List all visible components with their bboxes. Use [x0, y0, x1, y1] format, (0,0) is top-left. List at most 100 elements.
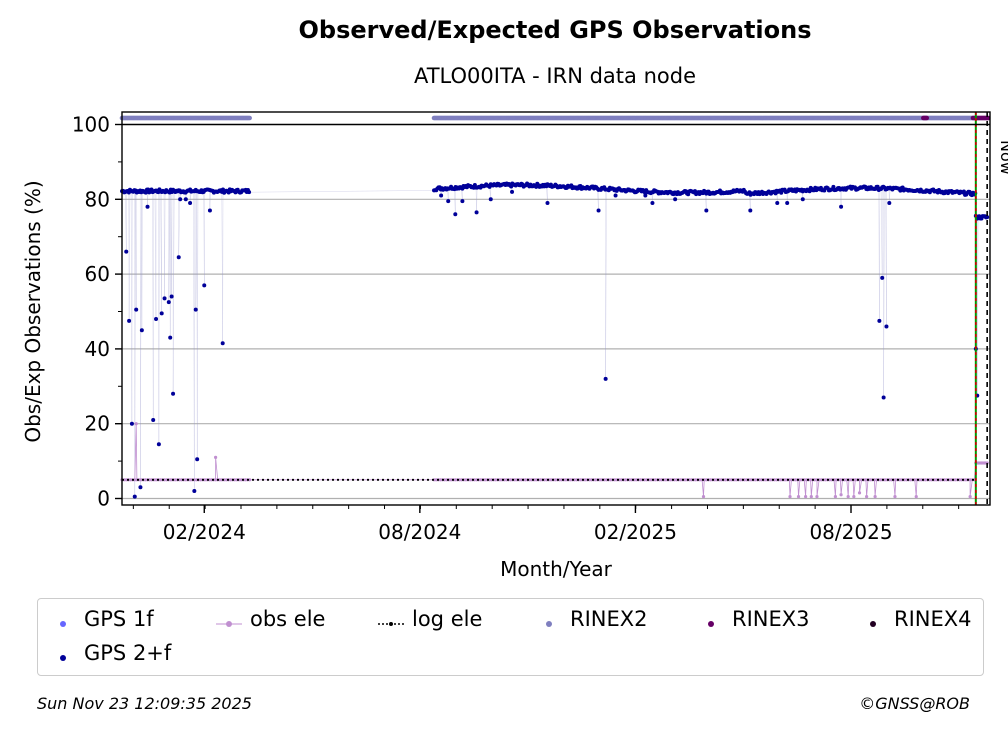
gps2f-point: [545, 201, 550, 206]
gps2f-point: [124, 249, 129, 254]
y-axis-label: Obs/Exp Observations (%): [21, 180, 45, 442]
gps2f-point: [453, 212, 458, 217]
gps2f-point: [785, 201, 790, 206]
y-tick-label: 0: [97, 487, 110, 511]
legend-log-ele: log ele: [378, 607, 482, 631]
obs-ele-point: [134, 422, 138, 426]
legend-rinex3: RINEX3: [698, 607, 810, 631]
gps2f-connector: [121, 182, 988, 497]
gps2f-point: [202, 283, 207, 288]
obs-ele-point: [852, 495, 856, 499]
gps2f-point: [839, 204, 844, 209]
obs-ele-point: [214, 455, 218, 459]
gps2f-point: [650, 201, 655, 206]
obs-ele-point: [809, 495, 813, 499]
gps2f-point: [961, 189, 966, 194]
gps2f-point: [460, 199, 465, 204]
gps2f-point: [132, 494, 137, 499]
obs-ele-line: [122, 423, 988, 497]
y-tick-label: 80: [85, 187, 110, 211]
gps2f-point: [168, 335, 173, 340]
x-tick-label: 02/2025: [594, 520, 677, 544]
obs-ele-point: [865, 495, 869, 499]
footer-credit: ©GNSS@ROB: [859, 694, 970, 713]
gps2f-point: [439, 193, 444, 198]
gps2f-point: [151, 417, 156, 422]
obs-ele-point: [804, 495, 808, 499]
legend: GPS 1f obs ele log ele RINEX2 RINEX3 RIN…: [37, 598, 984, 676]
obs-ele-point: [788, 495, 792, 499]
obs-ele-point: [701, 495, 706, 499]
obs-ele-point: [833, 495, 838, 499]
gps2f-point: [474, 210, 479, 215]
gps2f-point: [603, 376, 608, 381]
gps2f-point: [127, 318, 132, 323]
gps2f-point: [880, 275, 885, 280]
legend-rinex2: RINEX2: [536, 607, 648, 631]
gps2f-point: [887, 201, 892, 206]
gps2f-point: [166, 300, 171, 305]
gps2f-point: [139, 328, 144, 333]
gps2f-point: [985, 215, 990, 220]
gps2f-point: [192, 489, 197, 494]
y-tick-label: 20: [85, 412, 110, 436]
gps2f-point: [134, 307, 139, 312]
now-label: Now: [997, 140, 1008, 175]
gps2f-point: [138, 485, 143, 490]
obs-ele-point: [857, 491, 862, 495]
x-tick-label: 08/2024: [378, 520, 461, 544]
footer-timestamp: Sun Nov 23 12:09:35 2025: [37, 694, 252, 713]
gps2f-point: [748, 208, 753, 213]
gps2f-point: [613, 193, 618, 198]
gps2f-point: [446, 199, 451, 204]
gps2f-point: [169, 294, 174, 299]
gps2f-point: [207, 208, 212, 213]
obs-ele-point: [914, 495, 918, 499]
obs-ele-point: [796, 495, 801, 499]
chart-subtitle: ATLO00ITA - IRN data node: [413, 64, 696, 88]
gps2f-point: [159, 311, 164, 316]
obs-ele-point: [893, 495, 897, 499]
legend-rinex4: RINEX4: [860, 607, 972, 631]
obs-ele-point: [815, 495, 819, 499]
obs-ele-point: [846, 495, 850, 499]
rinex3-point: [924, 115, 930, 121]
grid-layer: [122, 198, 990, 500]
gps2f-point: [188, 201, 193, 206]
gps2f-point: [156, 442, 161, 447]
gps2f-point: [171, 391, 176, 396]
chart-title: Observed/Expected GPS Observations: [298, 16, 812, 44]
gps2f-point: [800, 197, 805, 202]
gps2f-point: [779, 190, 784, 195]
gps2f-point: [775, 201, 780, 206]
legend-obs-ele: obs ele: [216, 607, 325, 631]
gps2f-point: [510, 189, 515, 194]
gps2f-point: [176, 255, 181, 260]
obs-ele-point: [839, 493, 843, 497]
gps2f-point: [183, 197, 188, 202]
x-axis-label: Month/Year: [500, 557, 613, 581]
gps2f-point: [704, 208, 709, 213]
obs-ele-point: [968, 495, 972, 499]
gps2f-point: [488, 197, 493, 202]
gps2f-point: [220, 341, 225, 346]
x-tick-label: 08/2025: [809, 520, 892, 544]
legend-gps1f: GPS 1f: [50, 607, 154, 631]
gps2f-point: [596, 208, 601, 213]
gps2f-point: [193, 307, 198, 312]
plot-frame: [121, 111, 991, 506]
axes-layer: 0 20 40 60 80 100 02/2024 08/2024 02/2025 08/2025…: [21, 111, 991, 581]
obs-ele-point: [873, 495, 877, 499]
gps2f-point: [884, 324, 889, 329]
gps2f-point: [673, 197, 678, 202]
gps2f-point: [162, 296, 167, 301]
gps2f-point: [145, 204, 150, 209]
legend-gps2f: GPS 2+f: [50, 641, 171, 665]
x-tick-label: 02/2024: [163, 520, 246, 544]
gps2f-point: [178, 197, 183, 202]
gps2f-point: [881, 395, 886, 400]
y-tick-label: 100: [72, 113, 110, 137]
data-layer: Now: [119, 112, 1008, 505]
y-tick-label: 40: [85, 337, 110, 361]
